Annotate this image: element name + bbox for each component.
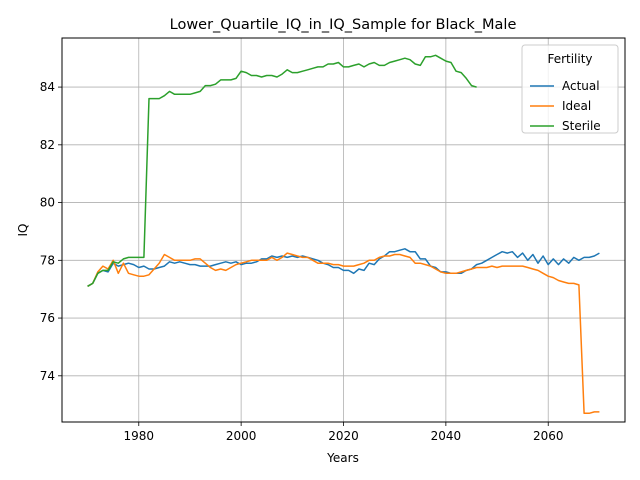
y-axis-label: IQ xyxy=(16,224,30,237)
y-tick-label: 80 xyxy=(40,196,55,210)
chart-title: Lower_Quartile_IQ_in_IQ_Sample for Black… xyxy=(170,17,517,33)
x-axis-label: Years xyxy=(326,451,359,465)
x-tick-label: 2060 xyxy=(533,429,564,443)
legend: Fertility Actual Ideal Sterile xyxy=(521,44,619,134)
series-line-ideal xyxy=(87,252,600,415)
legend-label-sterile: Sterile xyxy=(562,119,601,133)
y-tick-label: 78 xyxy=(40,253,55,267)
y-tick-label: 74 xyxy=(40,369,55,383)
y-axis-ticks: 74 76 78 80 82 84 xyxy=(40,80,62,383)
x-tick-label: 2020 xyxy=(328,429,359,443)
legend-box xyxy=(521,44,619,134)
legend-title: Fertility xyxy=(547,52,592,66)
x-tick-label: 2040 xyxy=(431,429,462,443)
legend-label-actual: Actual xyxy=(562,79,600,93)
y-tick-label: 82 xyxy=(40,138,55,152)
x-axis-ticks: 1980 2000 2020 2040 2060 xyxy=(123,422,564,443)
series-lines xyxy=(87,54,600,415)
series-line-sterile xyxy=(87,54,477,287)
legend-label-ideal: Ideal xyxy=(562,99,591,113)
series-line-actual xyxy=(87,248,600,287)
x-tick-label: 2000 xyxy=(226,429,257,443)
y-tick-label: 84 xyxy=(40,80,55,94)
x-tick-label: 1980 xyxy=(123,429,154,443)
y-tick-label: 76 xyxy=(40,311,55,325)
